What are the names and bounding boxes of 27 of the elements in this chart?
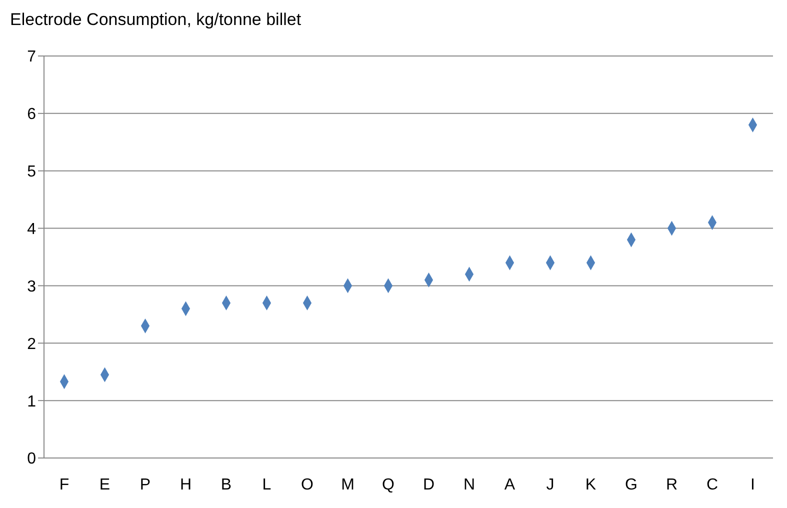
y-tick-label: 6 [27,106,36,124]
x-tick-label: I [750,476,755,494]
x-tick-label: F [59,476,70,494]
x-tick-label: L [262,476,272,494]
x-tick-label: R [666,476,678,494]
y-tick-label: 0 [27,450,36,468]
x-tick-label: Q [382,476,394,494]
x-tick-label: C [706,476,718,494]
y-tick-label: 3 [27,278,36,296]
x-tick-label: K [585,476,596,494]
chart-title: Electrode Consumption, kg/tonne billet [10,10,302,30]
x-tick-label: E [99,476,110,494]
x-tick-label: N [463,476,476,494]
x-tick-label: O [301,476,314,494]
x-tick-label: A [504,476,516,494]
y-tick-label: 4 [27,220,36,238]
y-tick-label: 2 [27,336,36,353]
x-tick-label: H [180,476,192,494]
x-tick-label: M [341,476,354,494]
x-tick-label: G [625,476,638,494]
y-tick-label: 7 [27,48,36,66]
y-tick-label: 1 [27,393,36,410]
x-tick-label: D [422,476,435,494]
y-tick-label: 5 [27,164,36,181]
x-tick-label: B [220,476,232,494]
x-tick-label: P [140,476,151,494]
x-tick-label: J [546,476,554,494]
